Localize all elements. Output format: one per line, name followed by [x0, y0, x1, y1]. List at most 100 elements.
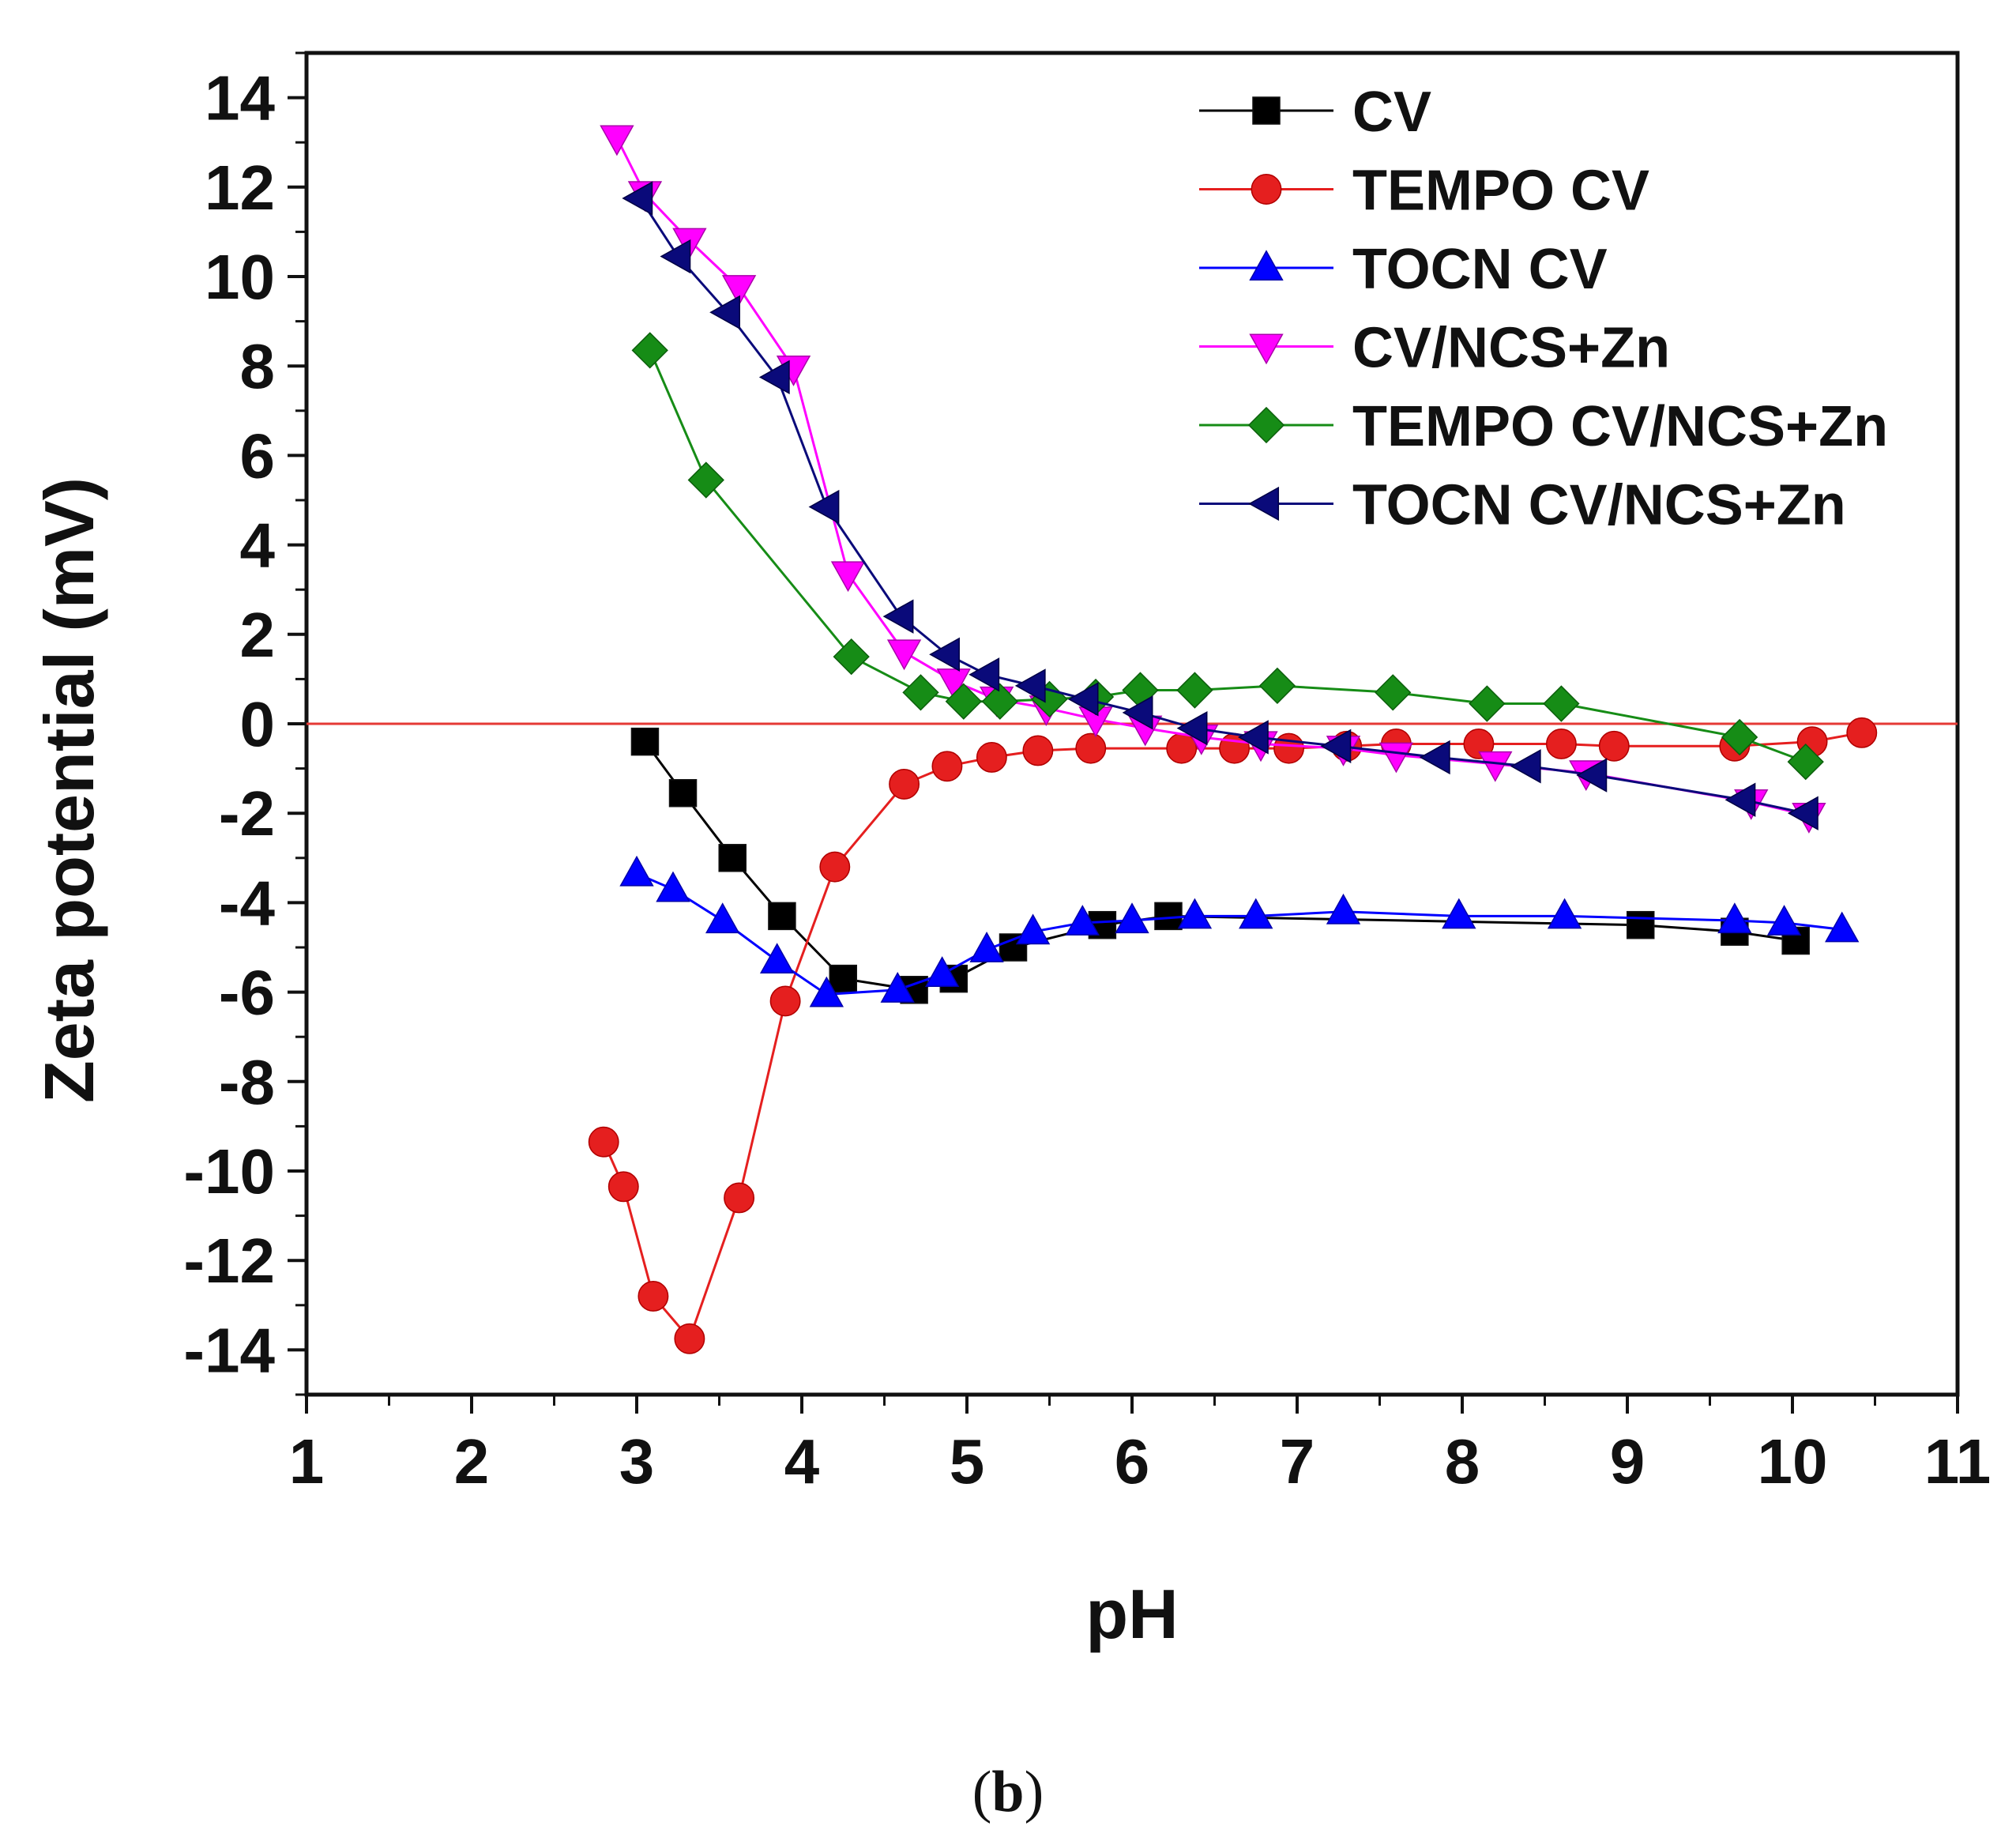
data-point-tocn-cv-ncs-zn: [1237, 720, 1269, 755]
data-point-tocn-cv-ncs-zn: [1122, 695, 1153, 730]
y-axis-title: Zeta potential (mV): [30, 477, 108, 1103]
data-point-tempo-cv: [976, 742, 1007, 773]
legend-label-tocn-cv: TOCN CV: [1352, 238, 1608, 301]
x-axis-title: pH: [1085, 1575, 1178, 1653]
x-tick-label: 10: [1758, 1426, 1828, 1497]
data-point-tempo-cv: [638, 1281, 669, 1312]
y-tick-label: 0: [240, 689, 276, 759]
y-tick-label: 8: [240, 331, 276, 401]
y-tick-label: 2: [240, 600, 276, 670]
data-point-tocn-cv: [759, 943, 795, 974]
data-point-tocn-cv: [1065, 905, 1100, 936]
data-point-tocn-cv: [1766, 905, 1802, 936]
data-point-cv: [829, 964, 857, 993]
data-point-tocn-cv-ncs-zn: [929, 637, 960, 672]
data-point-cv-ncs-zn: [1378, 742, 1414, 774]
data-point-tocn-cv: [1115, 902, 1149, 934]
data-point-tempo-cv-ncs-zn: [1787, 743, 1824, 781]
x-tick-label: 7: [1280, 1426, 1315, 1497]
data-point-tocn-cv-ncs-zn: [622, 181, 653, 216]
data-point-tempo-cv-ncs-zn: [945, 683, 982, 720]
series-tocn-cv: [619, 855, 1860, 1007]
y-tick-label: 6: [240, 420, 276, 491]
data-point-tempo-cv-ncs-zn: [1469, 685, 1506, 722]
data-point-cv-ncs-zn: [600, 125, 634, 156]
data-point-tempo-cv-ncs-zn: [1375, 674, 1412, 711]
data-point-tempo-cv: [1022, 735, 1054, 766]
data-point-tocn-cv: [619, 855, 654, 887]
data-point-tocn-cv: [924, 956, 960, 988]
panel-label-open: (: [972, 1760, 992, 1824]
data-point-tempo-cv-ncs-zn: [631, 332, 668, 369]
legend-marker-cv-ncs-zn: [1249, 333, 1284, 365]
data-point-tempo-cv: [931, 751, 963, 782]
data-point-tocn-cv-ncs-zn: [808, 489, 840, 525]
data-point-cv-ncs-zn: [936, 668, 971, 700]
data-point-tocn-cv-ncs-zn: [1014, 668, 1046, 703]
data-point-tocn-cv: [656, 871, 690, 902]
data-point-tocn-cv: [969, 932, 1004, 962]
data-point-tempo-cv: [1545, 729, 1577, 759]
y-tick-label: -10: [183, 1136, 275, 1207]
data-point-tocn-cv: [1326, 893, 1361, 924]
y-tick-label: -14: [183, 1315, 275, 1385]
data-point-tocn-cv: [1015, 913, 1051, 945]
data-point-tempo-cv-ncs-zn: [902, 674, 939, 711]
data-point-tempo-cv: [1598, 730, 1630, 762]
series-tempo-cv-ncs-zn: [631, 332, 1824, 781]
data-point-cv: [1626, 910, 1655, 939]
legend-entry-cv: CV: [1199, 81, 1431, 144]
legend-entry-tempo-cv: TEMPO CV: [1199, 160, 1649, 223]
legend-marker-tocn-cv: [1249, 250, 1284, 281]
data-point-tempo-cv: [1846, 717, 1878, 748]
series-tocn-cv-ncs-zn: [622, 181, 1819, 830]
legend-label-tempo-cv-ncs-zn: TEMPO CV/NCS+Zn: [1352, 395, 1888, 458]
data-point-tocn-cv-ncs-zn: [1576, 758, 1608, 793]
axis-ticks: 1 2 3 4 5 6 7 8 9 10 11-14-12-10-8-6-4-20246810121…: [183, 51, 1992, 1497]
data-point-tempo-cv: [724, 1182, 755, 1214]
data-point-tempo-cv: [889, 768, 920, 800]
data-point-tocn-cv: [1442, 898, 1476, 929]
legend-entry-tempo-cv-ncs-zn: TEMPO CV/NCS+Zn: [1199, 395, 1888, 458]
data-point-tocn-cv-ncs-zn: [1725, 782, 1756, 817]
data-point-tempo-cv-ncs-zn: [1258, 667, 1296, 705]
legend-label-tocn-cv-ncs-zn: TOCN CV/NCS+Zn: [1352, 474, 1846, 537]
y-tick-label: 10: [205, 242, 275, 312]
data-point-tocn-cv: [1825, 911, 1860, 943]
data-series-layer: [588, 125, 1878, 1354]
data-point-cv-ncs-zn: [830, 561, 866, 593]
data-point-tempo-cv: [607, 1171, 639, 1203]
data-point-tocn-cv: [1177, 898, 1213, 929]
data-point-tempo-cv-ncs-zn: [1176, 672, 1213, 709]
x-tick-label: 6: [1115, 1426, 1150, 1497]
data-point-tocn-cv-ncs-zn: [660, 239, 691, 274]
data-point-cv: [1154, 902, 1183, 931]
data-point-tocn-cv-ncs-zn: [1067, 682, 1099, 717]
data-point-cv-ncs-zn: [721, 275, 757, 306]
data-point-cv: [768, 902, 796, 931]
data-point-tocn-cv-ncs-zn: [1419, 740, 1450, 775]
x-tick-label: 1: [289, 1426, 325, 1497]
data-point-tocn-cv: [1239, 898, 1273, 929]
y-tick-label: -4: [219, 868, 276, 938]
legend-marker-tempo-cv: [1251, 174, 1282, 205]
data-point-tocn-cv-ncs-zn: [709, 295, 740, 329]
y-tick-label: -8: [219, 1047, 275, 1117]
data-point-tempo-cv-ncs-zn: [833, 638, 870, 676]
data-point-cv: [718, 844, 747, 872]
y-tick-label: -6: [219, 958, 275, 1028]
data-point-tempo-cv-ncs-zn: [687, 461, 724, 499]
x-tick-label: 2: [454, 1426, 490, 1497]
y-tick-label: 14: [205, 63, 275, 134]
x-tick-label: 11: [1924, 1426, 1992, 1497]
data-point-tempo-cv-ncs-zn: [981, 683, 1018, 720]
series-line-tempo-cv-ncs-zn: [649, 349, 1807, 763]
data-point-cv: [668, 778, 698, 808]
legend-marker-tempo-cv-ncs-zn: [1247, 406, 1285, 444]
data-point-tempo-cv: [1463, 729, 1495, 759]
data-point-cv-ncs-zn: [1478, 751, 1513, 782]
legend-entry-tocn-cv-ncs-zn: TOCN CV/NCS+Zn: [1199, 474, 1846, 537]
data-point-tocn-cv: [1717, 902, 1752, 934]
